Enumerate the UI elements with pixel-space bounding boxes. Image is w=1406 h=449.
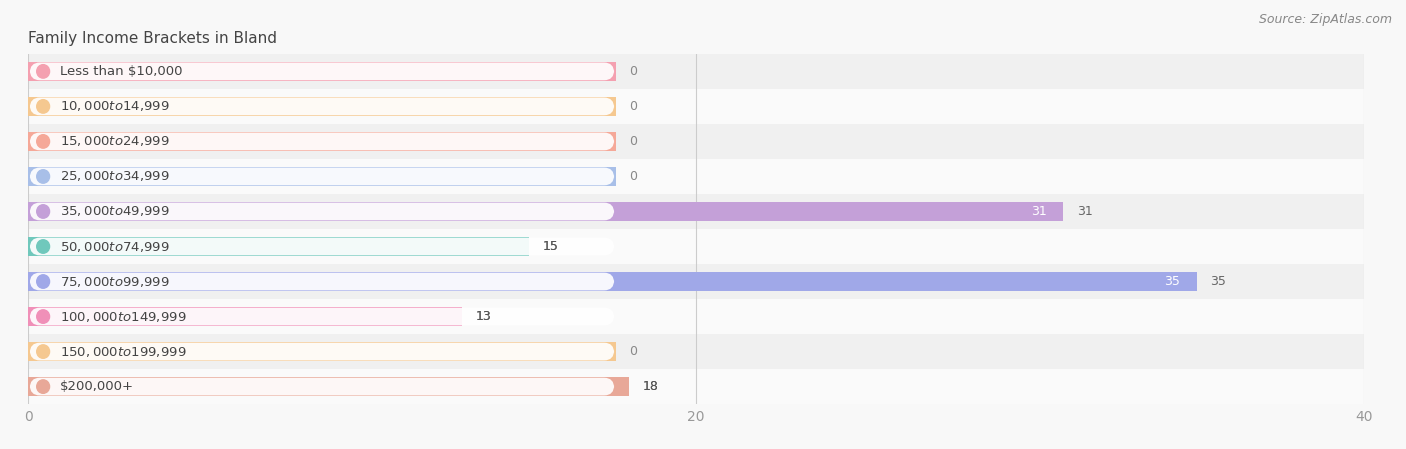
- Bar: [28, 377, 630, 396]
- Circle shape: [37, 170, 49, 183]
- FancyBboxPatch shape: [30, 308, 614, 326]
- Bar: [28, 299, 1364, 334]
- Text: 15: 15: [543, 240, 558, 253]
- FancyBboxPatch shape: [30, 97, 614, 115]
- Bar: [28, 237, 529, 256]
- Bar: [28, 202, 1063, 221]
- Text: $50,000 to $74,999: $50,000 to $74,999: [60, 239, 170, 254]
- Circle shape: [37, 135, 49, 148]
- Text: 18: 18: [643, 380, 658, 393]
- Circle shape: [37, 275, 49, 288]
- Circle shape: [37, 345, 49, 358]
- Text: $75,000 to $99,999: $75,000 to $99,999: [60, 274, 170, 289]
- Circle shape: [37, 65, 49, 78]
- Bar: [28, 97, 616, 116]
- Text: 13: 13: [475, 310, 491, 323]
- Circle shape: [37, 310, 49, 323]
- Text: $35,000 to $49,999: $35,000 to $49,999: [60, 204, 170, 219]
- FancyBboxPatch shape: [30, 202, 614, 220]
- Bar: [28, 342, 616, 361]
- Bar: [28, 194, 1364, 229]
- Bar: [28, 272, 1197, 291]
- FancyBboxPatch shape: [30, 273, 614, 291]
- Text: $25,000 to $34,999: $25,000 to $34,999: [60, 169, 170, 184]
- Circle shape: [37, 205, 49, 218]
- Bar: [28, 264, 1364, 299]
- Bar: [28, 229, 1364, 264]
- FancyBboxPatch shape: [30, 378, 614, 396]
- Bar: [28, 334, 1364, 369]
- Text: $10,000 to $14,999: $10,000 to $14,999: [60, 99, 170, 114]
- Text: 31: 31: [1031, 205, 1046, 218]
- Text: 35: 35: [1164, 275, 1180, 288]
- Bar: [28, 62, 616, 81]
- Text: $150,000 to $199,999: $150,000 to $199,999: [60, 344, 187, 359]
- Text: 0: 0: [630, 135, 637, 148]
- Text: 18: 18: [643, 380, 658, 393]
- Bar: [28, 159, 1364, 194]
- FancyBboxPatch shape: [30, 167, 614, 185]
- Text: $200,000+: $200,000+: [60, 380, 134, 393]
- Bar: [28, 54, 1364, 89]
- Bar: [28, 132, 616, 151]
- Bar: [28, 307, 463, 326]
- Text: 0: 0: [630, 170, 637, 183]
- Text: $15,000 to $24,999: $15,000 to $24,999: [60, 134, 170, 149]
- Text: 35: 35: [1211, 275, 1226, 288]
- Text: Source: ZipAtlas.com: Source: ZipAtlas.com: [1258, 13, 1392, 26]
- Text: 15: 15: [543, 240, 558, 253]
- Circle shape: [37, 380, 49, 393]
- Text: Less than $10,000: Less than $10,000: [60, 65, 183, 78]
- Text: $100,000 to $149,999: $100,000 to $149,999: [60, 309, 187, 324]
- Bar: [28, 124, 1364, 159]
- Text: 0: 0: [630, 100, 637, 113]
- FancyBboxPatch shape: [30, 62, 614, 80]
- Circle shape: [37, 240, 49, 253]
- Bar: [28, 369, 1364, 404]
- Bar: [28, 167, 616, 186]
- Circle shape: [37, 100, 49, 113]
- Text: Family Income Brackets in Bland: Family Income Brackets in Bland: [28, 31, 277, 46]
- Text: 0: 0: [630, 65, 637, 78]
- FancyBboxPatch shape: [30, 343, 614, 361]
- Text: 13: 13: [475, 310, 491, 323]
- Text: 31: 31: [1077, 205, 1092, 218]
- Text: 0: 0: [630, 345, 637, 358]
- FancyBboxPatch shape: [30, 132, 614, 150]
- FancyBboxPatch shape: [30, 238, 614, 255]
- Bar: [28, 89, 1364, 124]
